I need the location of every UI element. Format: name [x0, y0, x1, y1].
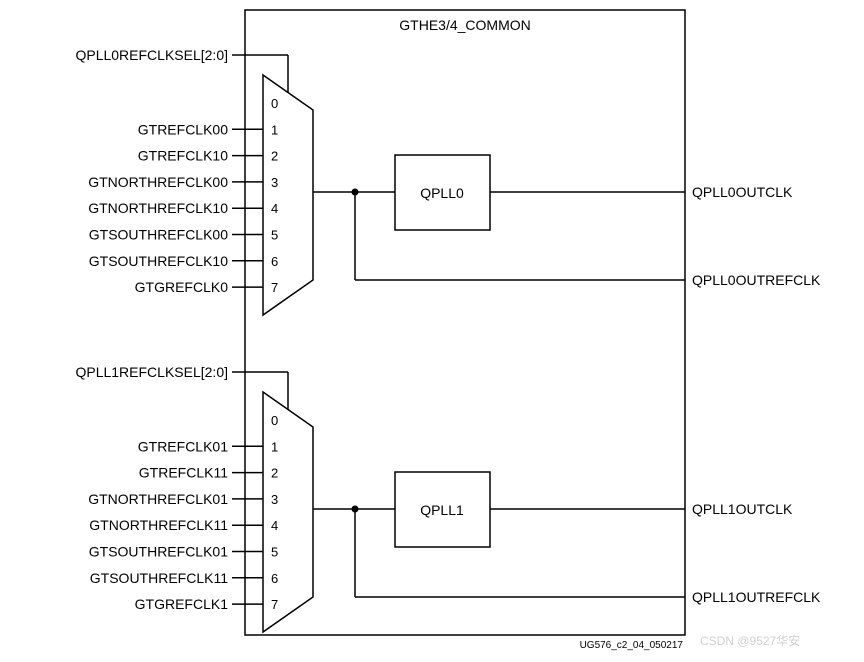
mux-input-label: GTREFCLK01	[138, 438, 228, 454]
sel-bottom-label: QPLL1REFCLKSEL[2:0]	[75, 364, 228, 380]
mux-input-label: GTSOUTHREFCLK01	[89, 544, 228, 560]
mux-input-label: GTSOUTHREFCLK00	[89, 227, 228, 243]
qpll1-label: QPLL1	[420, 502, 464, 518]
mux-input-digit: 6	[271, 254, 278, 269]
qpll1-outrefclk-label: QPLL1OUTREFCLK	[692, 589, 821, 605]
mux-input-digit: 5	[271, 228, 278, 243]
mux-input-digit: 2	[271, 466, 278, 481]
mux-input-label: GTNORTHREFCLK00	[88, 174, 228, 190]
sel-top-label: QPLL0REFCLKSEL[2:0]	[75, 47, 228, 63]
mux-input-digit: 6	[271, 571, 278, 586]
mux-input-digit: 5	[271, 545, 278, 560]
qpll0-outclk-label: QPLL0OUTCLK	[692, 184, 793, 200]
mux-input-label: GTGREFCLK1	[135, 596, 229, 612]
diagram-container: GTHE3/4_COMMON QPLL0REFCLKSEL[2:0] 0 1 GTR…	[0, 0, 864, 657]
mux-input-label: GTREFCLK00	[138, 121, 228, 137]
mux-input-digit: 4	[271, 201, 278, 216]
mux-input-label: GTSOUTHREFCLK11	[90, 570, 228, 586]
mux-input-digit: 4	[271, 518, 278, 533]
mux-top-shape	[263, 75, 313, 315]
mux-input-digit: 7	[271, 280, 278, 295]
mux-input-digit: 0	[271, 413, 278, 428]
mux-input-digit: 0	[271, 96, 278, 111]
mux-input-digit: 1	[271, 122, 278, 137]
mux-input-label: GTGREFCLK0	[135, 279, 229, 295]
qpll1-outclk-label: QPLL1OUTCLK	[692, 501, 793, 517]
footer-id: UG576_c2_04_050217	[580, 640, 684, 651]
mux-input-label: GTREFCLK11	[139, 465, 228, 481]
mux-bottom-shape	[263, 392, 313, 632]
mux-input-label: GTSOUTHREFCLK10	[89, 253, 228, 269]
mux-input-digit: 3	[271, 175, 278, 190]
qpll0-outrefclk-label: QPLL0OUTREFCLK	[692, 272, 821, 288]
mux-input-digit: 3	[271, 492, 278, 507]
mux-input-digit: 2	[271, 149, 278, 164]
mux-input-label: GTNORTHREFCLK01	[88, 491, 228, 507]
mux-input-label: GTNORTHREFCLK11	[89, 517, 228, 533]
diagram-svg: GTHE3/4_COMMON QPLL0REFCLKSEL[2:0] 0 1 GTR…	[0, 0, 864, 657]
qpll0-label: QPLL0	[420, 185, 464, 201]
mux-input-digit: 1	[271, 439, 278, 454]
diagram-title: GTHE3/4_COMMON	[399, 17, 530, 33]
mux-input-label: GTNORTHREFCLK10	[88, 200, 228, 216]
mux-input-label: GTREFCLK10	[138, 148, 228, 164]
mux-input-digit: 7	[271, 597, 278, 612]
